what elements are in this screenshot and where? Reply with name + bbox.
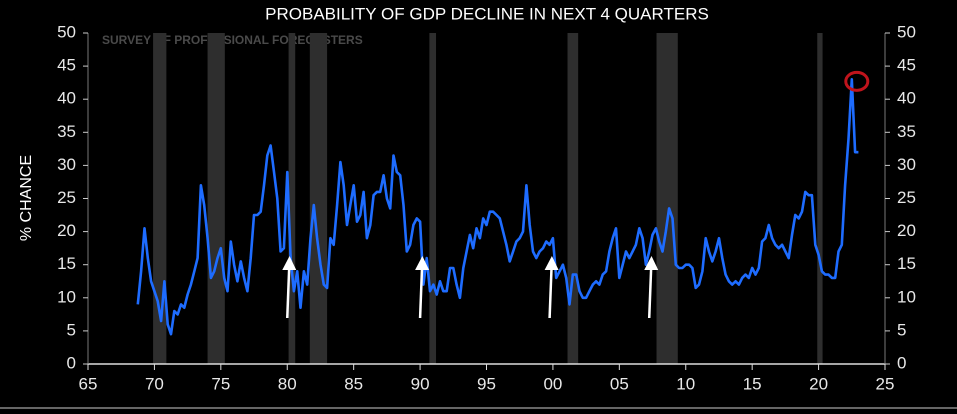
x-tick-label: 05	[610, 374, 629, 393]
y-tick-label: 50	[57, 22, 76, 41]
recession-band	[207, 33, 225, 364]
y-tick-label: 30	[57, 155, 76, 174]
x-tick-label: 10	[676, 374, 695, 393]
recession-band	[288, 33, 296, 364]
y2-tick-label: 45	[897, 56, 916, 75]
y2-tick-label: 10	[897, 287, 916, 306]
x-tick-label: 70	[145, 374, 164, 393]
y2-tick-label: 20	[897, 221, 916, 240]
x-tick-label: 80	[278, 374, 297, 393]
recession-band	[817, 33, 823, 364]
chart-title: PROBABILITY OF GDP DECLINE IN NEXT 4 QUA…	[265, 4, 709, 23]
y2-tick-label: 30	[897, 155, 916, 174]
y-tick-label: 45	[57, 56, 76, 75]
recession-band	[153, 33, 167, 364]
x-tick-label: 75	[211, 374, 230, 393]
x-tick-label: 00	[543, 374, 562, 393]
x-tick-label: 85	[344, 374, 363, 393]
y-axis-label: % CHANCE	[18, 155, 35, 241]
y2-tick-label: 50	[897, 22, 916, 41]
x-tick-label: 25	[876, 374, 895, 393]
recession-band	[567, 33, 579, 364]
chart-subtitle: SURVEY OF PROFESSIONAL FORECASTERS	[102, 33, 363, 47]
series-line	[136, 78, 859, 336]
y-tick-label: 5	[67, 320, 76, 339]
y-tick-label: 0	[67, 353, 76, 372]
y2-tick-label: 5	[897, 320, 906, 339]
arrow-head	[644, 256, 659, 270]
arrow-shaft	[418, 265, 424, 319]
arrow-shaft	[548, 265, 553, 319]
x-tick-label: 15	[743, 374, 762, 393]
y-tick-label: 15	[57, 254, 76, 273]
recession-band	[309, 33, 328, 364]
x-tick-label: 90	[411, 374, 430, 393]
y-tick-label: 35	[57, 122, 76, 141]
arrow-head	[544, 256, 559, 270]
x-tick-label: 20	[809, 374, 828, 393]
x-tick-label: 65	[79, 374, 98, 393]
y2-tick-label: 35	[897, 122, 916, 141]
y2-tick-label: 0	[897, 353, 906, 372]
y-tick-label: 40	[57, 89, 76, 108]
arrow-shaft	[286, 265, 291, 319]
arrow-head	[415, 256, 430, 270]
y-tick-label: 25	[57, 188, 76, 207]
y2-tick-label: 25	[897, 188, 916, 207]
y-tick-label: 10	[57, 287, 76, 306]
x-tick-label: 95	[477, 374, 496, 393]
y2-tick-label: 40	[897, 89, 916, 108]
y2-tick-label: 15	[897, 254, 916, 273]
recession-band	[429, 33, 437, 364]
arrow-shaft	[647, 265, 653, 319]
recession-band	[656, 33, 678, 364]
arrow-head	[282, 256, 297, 270]
highlight-circle	[844, 70, 870, 92]
y-tick-label: 20	[57, 221, 76, 240]
